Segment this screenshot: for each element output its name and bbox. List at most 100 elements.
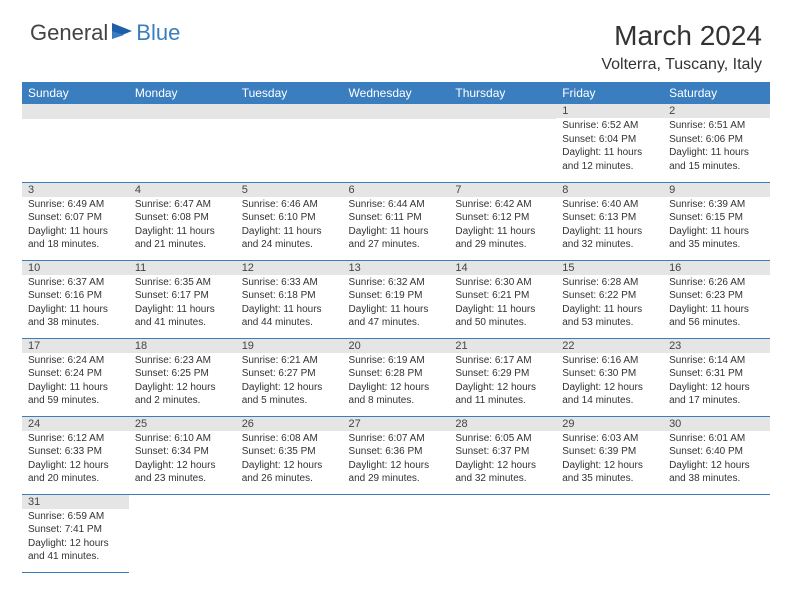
sunset-line: Sunset: 6:24 PM [28,367,123,381]
sunset-line: Sunset: 6:16 PM [28,289,123,303]
sunset-line: Sunset: 6:21 PM [455,289,550,303]
daylight-line: Daylight: 12 hours and 11 minutes. [455,381,550,408]
day-number: 29 [556,417,663,431]
calendar-cell: 31Sunrise: 6:59 AMSunset: 7:41 PMDayligh… [22,494,129,572]
day-number: 5 [236,183,343,197]
sunrise-line: Sunrise: 6:47 AM [135,198,230,212]
sunrise-line: Sunrise: 6:17 AM [455,354,550,368]
daylight-line: Daylight: 12 hours and 5 minutes. [242,381,337,408]
daylight-line: Daylight: 11 hours and 41 minutes. [135,303,230,330]
empty-daynum [22,104,129,119]
daylight-line: Daylight: 11 hours and 44 minutes. [242,303,337,330]
day-details: Sunrise: 6:51 AMSunset: 6:06 PMDaylight:… [663,118,770,175]
calendar-row: 31Sunrise: 6:59 AMSunset: 7:41 PMDayligh… [22,494,770,572]
day-details: Sunrise: 6:08 AMSunset: 6:35 PMDaylight:… [236,431,343,488]
header: General Blue March 2024 Volterra, Tuscan… [0,0,792,82]
calendar-cell: 19Sunrise: 6:21 AMSunset: 6:27 PMDayligh… [236,338,343,416]
title-block: March 2024 Volterra, Tuscany, Italy [601,20,762,74]
empty-daynum [343,104,450,119]
sunset-line: Sunset: 6:35 PM [242,445,337,459]
day-number: 2 [663,104,770,118]
day-details: Sunrise: 6:47 AMSunset: 6:08 PMDaylight:… [129,197,236,254]
sunset-line: Sunset: 6:07 PM [28,211,123,225]
calendar-cell [236,494,343,572]
calendar-cell: 7Sunrise: 6:42 AMSunset: 6:12 PMDaylight… [449,182,556,260]
sunset-line: Sunset: 6:36 PM [349,445,444,459]
day-details: Sunrise: 6:32 AMSunset: 6:19 PMDaylight:… [343,275,450,332]
day-details: Sunrise: 6:35 AMSunset: 6:17 PMDaylight:… [129,275,236,332]
daylight-line: Daylight: 12 hours and 8 minutes. [349,381,444,408]
daylight-line: Daylight: 11 hours and 18 minutes. [28,225,123,252]
day-number: 10 [22,261,129,275]
flag-icon [110,21,136,46]
day-number: 15 [556,261,663,275]
daylight-line: Daylight: 11 hours and 35 minutes. [669,225,764,252]
day-details: Sunrise: 6:01 AMSunset: 6:40 PMDaylight:… [663,431,770,488]
daylight-line: Daylight: 11 hours and 32 minutes. [562,225,657,252]
day-details: Sunrise: 6:24 AMSunset: 6:24 PMDaylight:… [22,353,129,410]
sunrise-line: Sunrise: 6:33 AM [242,276,337,290]
day-number: 31 [22,495,129,509]
sunrise-line: Sunrise: 6:24 AM [28,354,123,368]
sunset-line: Sunset: 6:04 PM [562,133,657,147]
day-number: 4 [129,183,236,197]
calendar-row: 10Sunrise: 6:37 AMSunset: 6:16 PMDayligh… [22,260,770,338]
sunset-line: Sunset: 6:23 PM [669,289,764,303]
sunrise-line: Sunrise: 6:26 AM [669,276,764,290]
calendar-cell: 12Sunrise: 6:33 AMSunset: 6:18 PMDayligh… [236,260,343,338]
daylight-line: Daylight: 12 hours and 35 minutes. [562,459,657,486]
daylight-line: Daylight: 11 hours and 27 minutes. [349,225,444,252]
sunrise-line: Sunrise: 6:49 AM [28,198,123,212]
sunset-line: Sunset: 6:40 PM [669,445,764,459]
sunrise-line: Sunrise: 6:10 AM [135,432,230,446]
day-number: 7 [449,183,556,197]
day-details: Sunrise: 6:07 AMSunset: 6:36 PMDaylight:… [343,431,450,488]
day-details: Sunrise: 6:42 AMSunset: 6:12 PMDaylight:… [449,197,556,254]
sunset-line: Sunset: 6:29 PM [455,367,550,381]
calendar-cell [343,104,450,182]
day-number: 24 [22,417,129,431]
sunrise-line: Sunrise: 6:14 AM [669,354,764,368]
sunset-line: Sunset: 6:34 PM [135,445,230,459]
calendar-cell: 10Sunrise: 6:37 AMSunset: 6:16 PMDayligh… [22,260,129,338]
sunrise-line: Sunrise: 6:12 AM [28,432,123,446]
weekday-header: Saturday [663,82,770,104]
sunrise-line: Sunrise: 6:35 AM [135,276,230,290]
calendar-cell [449,104,556,182]
day-number: 14 [449,261,556,275]
day-number: 9 [663,183,770,197]
day-details: Sunrise: 6:10 AMSunset: 6:34 PMDaylight:… [129,431,236,488]
day-details: Sunrise: 6:26 AMSunset: 6:23 PMDaylight:… [663,275,770,332]
sunrise-line: Sunrise: 6:16 AM [562,354,657,368]
day-details: Sunrise: 6:17 AMSunset: 6:29 PMDaylight:… [449,353,556,410]
weekday-header: Thursday [449,82,556,104]
calendar-cell: 15Sunrise: 6:28 AMSunset: 6:22 PMDayligh… [556,260,663,338]
day-details: Sunrise: 6:28 AMSunset: 6:22 PMDaylight:… [556,275,663,332]
day-details: Sunrise: 6:14 AMSunset: 6:31 PMDaylight:… [663,353,770,410]
day-details: Sunrise: 6:30 AMSunset: 6:21 PMDaylight:… [449,275,556,332]
calendar-cell: 25Sunrise: 6:10 AMSunset: 6:34 PMDayligh… [129,416,236,494]
calendar-cell: 4Sunrise: 6:47 AMSunset: 6:08 PMDaylight… [129,182,236,260]
weekday-header: Wednesday [343,82,450,104]
calendar-cell: 16Sunrise: 6:26 AMSunset: 6:23 PMDayligh… [663,260,770,338]
sunrise-line: Sunrise: 6:51 AM [669,119,764,133]
calendar-cell: 1Sunrise: 6:52 AMSunset: 6:04 PMDaylight… [556,104,663,182]
sunset-line: Sunset: 6:39 PM [562,445,657,459]
day-number: 28 [449,417,556,431]
day-number: 17 [22,339,129,353]
sunset-line: Sunset: 6:37 PM [455,445,550,459]
day-details: Sunrise: 6:23 AMSunset: 6:25 PMDaylight:… [129,353,236,410]
daylight-line: Daylight: 11 hours and 29 minutes. [455,225,550,252]
logo-text-general: General [30,20,108,46]
day-details: Sunrise: 6:12 AMSunset: 6:33 PMDaylight:… [22,431,129,488]
logo: General Blue [30,20,180,46]
daylight-line: Daylight: 11 hours and 56 minutes. [669,303,764,330]
day-number: 12 [236,261,343,275]
sunrise-line: Sunrise: 6:08 AM [242,432,337,446]
daylight-line: Daylight: 12 hours and 17 minutes. [669,381,764,408]
location-subtitle: Volterra, Tuscany, Italy [601,56,762,74]
calendar-table: Sunday Monday Tuesday Wednesday Thursday… [22,82,770,573]
day-number: 13 [343,261,450,275]
calendar-cell: 21Sunrise: 6:17 AMSunset: 6:29 PMDayligh… [449,338,556,416]
sunset-line: Sunset: 6:08 PM [135,211,230,225]
